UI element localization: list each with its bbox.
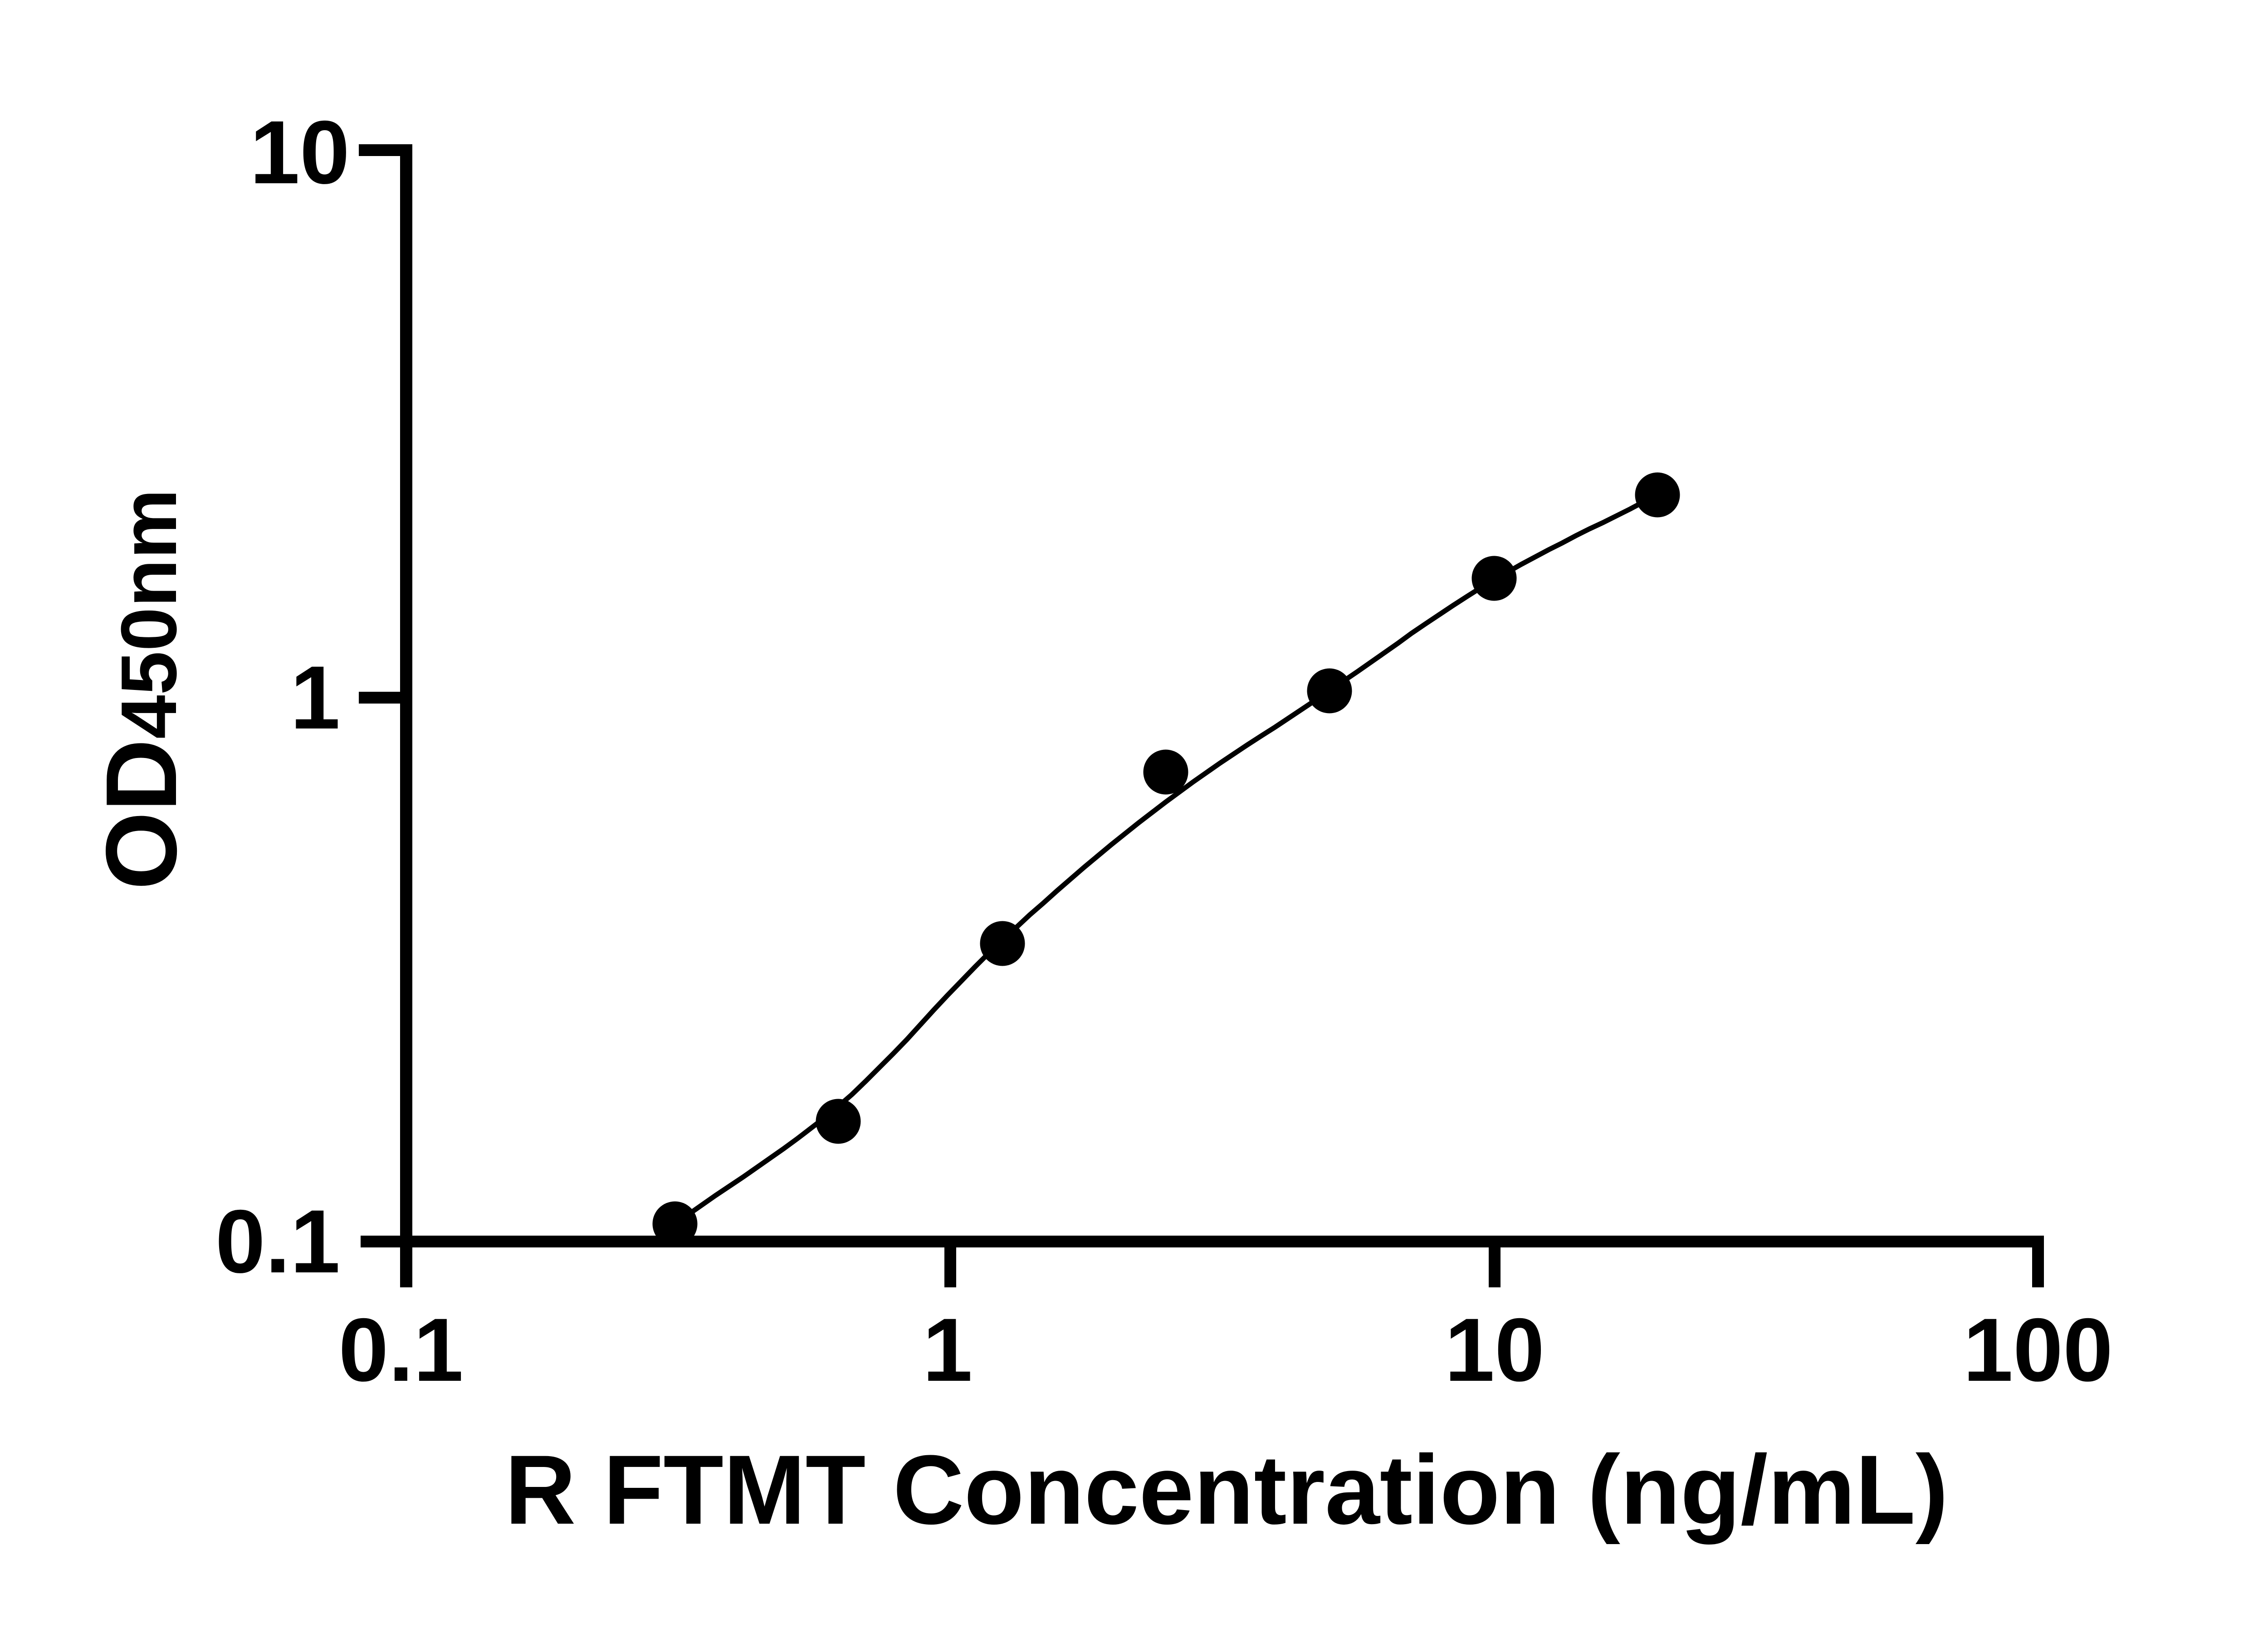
- svg-text:OD450nm: OD450nm: [85, 489, 198, 890]
- svg-text:100: 100: [1963, 1300, 2113, 1400]
- svg-text:R FTMT Concentration (ng/mL): R FTMT Concentration (ng/mL): [505, 1435, 1948, 1545]
- svg-text:0.1: 0.1: [338, 1300, 463, 1400]
- svg-text:1: 1: [290, 647, 340, 748]
- svg-text:1: 1: [923, 1300, 973, 1400]
- svg-text:10: 10: [1445, 1300, 1545, 1400]
- svg-text:0.1: 0.1: [215, 1191, 340, 1291]
- svg-text:10: 10: [250, 102, 350, 202]
